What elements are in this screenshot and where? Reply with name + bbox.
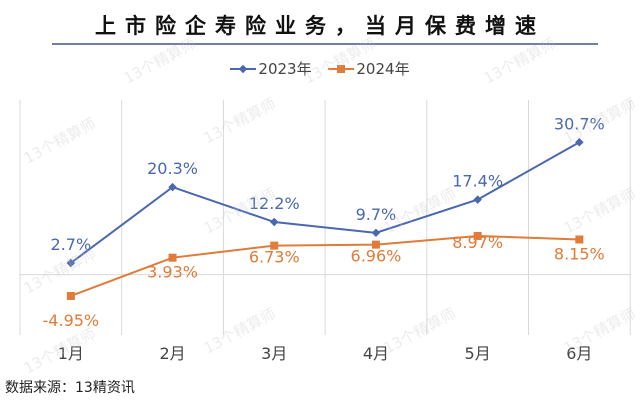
data-point xyxy=(168,182,177,192)
x-tick-label: 1月 xyxy=(58,344,84,363)
data-point xyxy=(473,231,482,240)
x-tick-label: 5月 xyxy=(465,344,491,363)
data-point xyxy=(371,228,381,238)
data-point xyxy=(66,291,75,300)
data-point xyxy=(371,240,380,249)
data-point xyxy=(270,241,279,250)
legend-label-2023: 2023年 xyxy=(258,60,312,78)
legend-marker-2023-icon xyxy=(230,64,257,73)
data-label: 9.7% xyxy=(356,205,397,224)
data-label: 12.2% xyxy=(249,194,300,213)
data-label: 6.73% xyxy=(249,248,300,267)
x-tick-label: 4月 xyxy=(363,344,389,363)
legend: 2023年 2024年 xyxy=(0,58,640,79)
data-label: 30.7% xyxy=(554,114,605,133)
legend-item-2023: 2023年 xyxy=(230,58,312,79)
legend-label-2024: 2024年 xyxy=(356,60,410,78)
x-tick-label: 6月 xyxy=(566,344,592,363)
x-tick-label: 2月 xyxy=(159,344,185,363)
legend-marker-2024-icon xyxy=(328,64,355,73)
data-label: 6.96% xyxy=(351,247,402,266)
x-tick-label: 3月 xyxy=(261,344,287,363)
chart-title: 上市险企寿险业务，当月保费增速 xyxy=(95,14,545,38)
data-label: 20.3% xyxy=(147,159,198,178)
series-line-2023年 xyxy=(70,141,580,264)
data-label: 8.15% xyxy=(554,244,605,263)
data-label: 8.97% xyxy=(452,233,503,252)
data-label: -4.95% xyxy=(43,311,100,330)
title-divider xyxy=(52,43,598,45)
data-source: 数据来源：13精资讯 xyxy=(5,380,135,396)
data-point xyxy=(270,217,279,227)
legend-item-2024: 2024年 xyxy=(328,58,410,79)
data-point xyxy=(575,138,584,147)
data-point xyxy=(473,195,482,204)
data-label: 17.4% xyxy=(452,172,503,191)
data-label: 2.7% xyxy=(51,235,92,254)
series-line-2024年 xyxy=(70,234,580,297)
data-point xyxy=(168,253,177,262)
data-point xyxy=(575,235,584,244)
data-point xyxy=(66,258,76,268)
data-label: 3.93% xyxy=(147,263,198,282)
